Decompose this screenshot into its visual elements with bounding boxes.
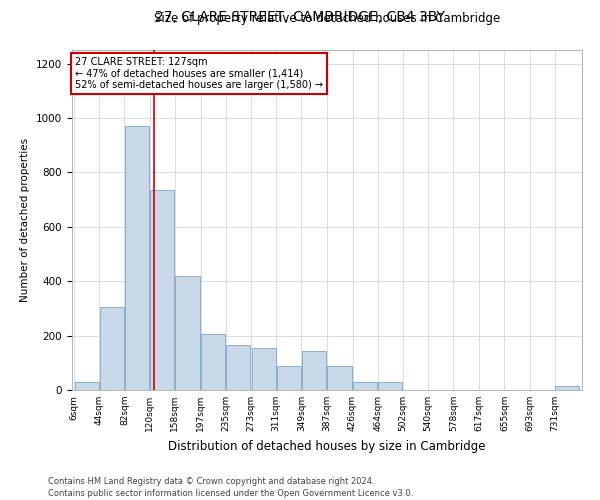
Bar (226, 345, 250, 390)
Text: 27 CLARE STREET: 127sqm
← 47% of detached houses are smaller (1,414)
52% of semi: 27 CLARE STREET: 127sqm ← 47% of detache… (76, 57, 323, 90)
Bar (302, 350, 326, 390)
Bar (150, 190, 174, 390)
Text: 27, CLARE STREET, CAMBRIDGE, CB4 3BY: 27, CLARE STREET, CAMBRIDGE, CB4 3BY (155, 10, 445, 24)
X-axis label: Distribution of detached houses by size in Cambridge: Distribution of detached houses by size … (168, 440, 486, 452)
Bar (74, 382, 98, 390)
Bar (125, 126, 149, 390)
Bar (379, 382, 403, 390)
Title: Size of property relative to detached houses in Cambridge: Size of property relative to detached ho… (154, 12, 500, 25)
Bar (251, 348, 275, 390)
Y-axis label: Number of detached properties: Number of detached properties (20, 138, 31, 302)
Bar (353, 382, 377, 390)
Bar (277, 366, 301, 390)
Bar (100, 307, 124, 390)
Text: Contains HM Land Registry data © Crown copyright and database right 2024.
Contai: Contains HM Land Registry data © Crown c… (48, 476, 413, 498)
Bar (556, 386, 580, 390)
Bar (328, 366, 352, 390)
Bar (201, 334, 225, 390)
Bar (175, 276, 200, 390)
